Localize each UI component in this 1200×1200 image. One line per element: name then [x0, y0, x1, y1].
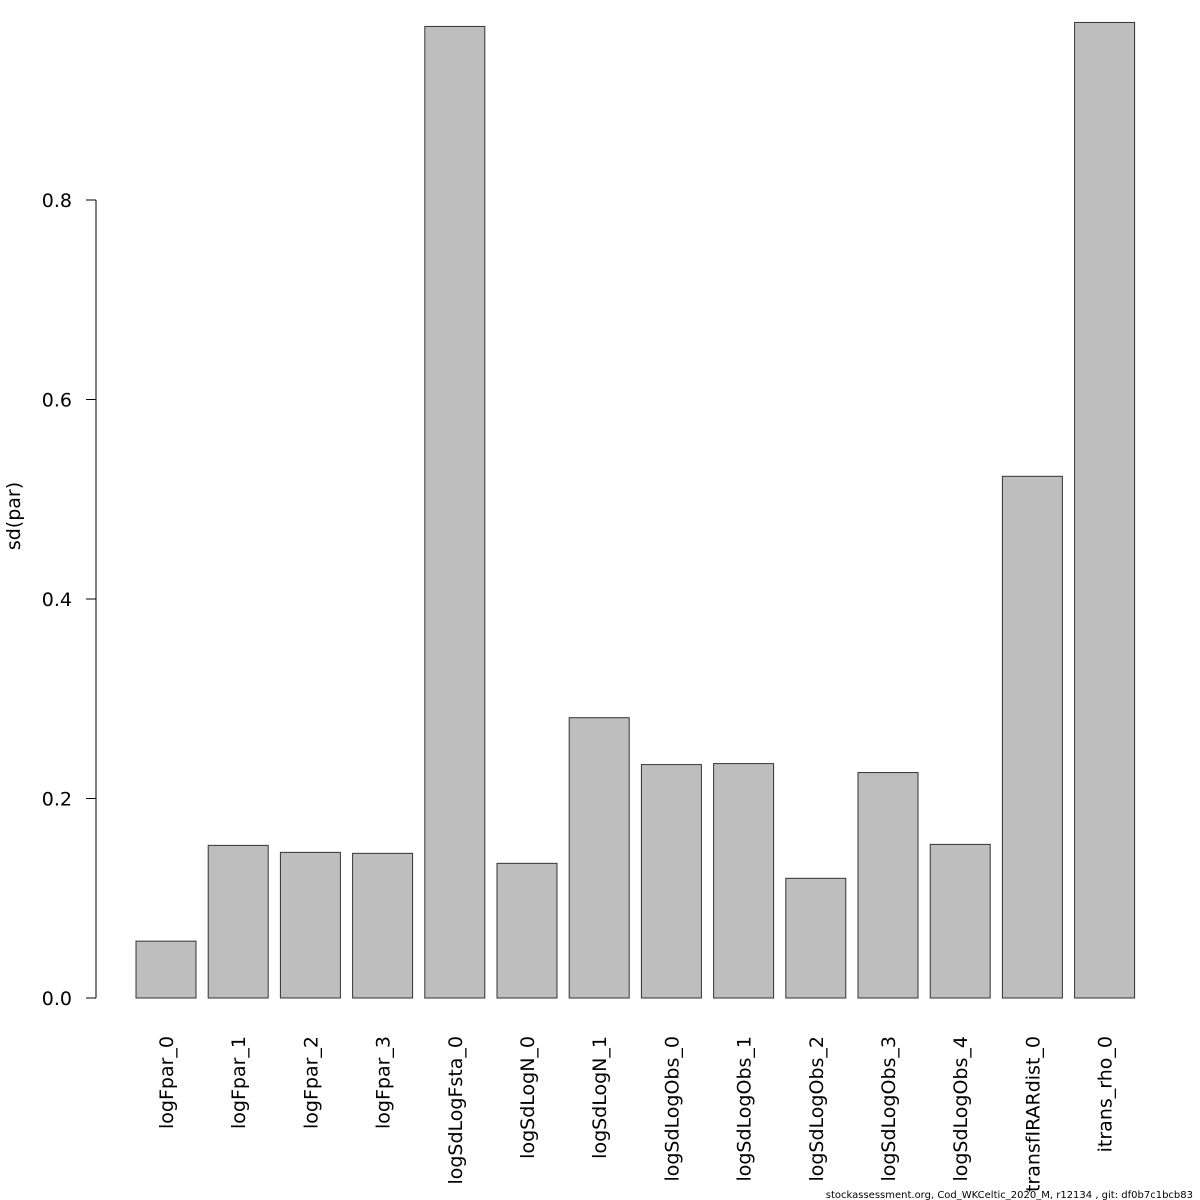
bar-logFpar_2 [279, 851, 341, 999]
y-tick-label: 0.8 [42, 190, 72, 212]
bar-logSdLogObs_1 [713, 763, 775, 999]
bar-itrans_rho_0 [1074, 21, 1136, 999]
footer-note: stockassessment.org, Cod_WKCeltic_2020_M… [826, 1190, 1193, 1200]
bar-logSdLogN_0 [496, 862, 558, 999]
bar-transfIRARdist_0 [1001, 475, 1063, 999]
category-label: logSdLogObs_2 [806, 1036, 828, 1182]
bar-logFpar_3 [352, 852, 414, 999]
y-tick-label: 0.6 [42, 390, 72, 412]
bar-logSdLogObs_4 [929, 843, 991, 999]
bar-logSdLogFsta_0 [424, 25, 486, 999]
category-label: logSdLogObs_3 [878, 1036, 900, 1182]
bar-logSdLogObs_2 [785, 877, 847, 999]
bar-logFpar_1 [207, 844, 269, 999]
category-label: logFpar_2 [300, 1036, 322, 1129]
bars [135, 21, 1136, 999]
category-label: itrans_rho_0 [1095, 1036, 1117, 1152]
category-label: logFpar_0 [156, 1036, 178, 1129]
category-label: logSdLogObs_1 [734, 1036, 756, 1182]
bar-logSdLogN_1 [568, 717, 630, 999]
y-axis-title: sd(par) [3, 482, 25, 550]
bar-logSdLogObs_3 [857, 772, 919, 999]
category-labels: logFpar_0 logFpar_1 logFpar_2 logFpar_3 logS… [156, 1036, 1117, 1192]
category-label: transfIRARdist_0 [1022, 1036, 1044, 1192]
bar-logFpar_0 [135, 940, 197, 999]
bar-logSdLogObs_0 [640, 764, 702, 999]
category-label: logSdLogObs_4 [950, 1036, 972, 1182]
category-label: logSdLogN_0 [517, 1036, 539, 1159]
y-tick-label: 0.4 [42, 589, 72, 611]
y-tick-label: 0.0 [42, 988, 72, 1010]
y-tick-label: 0.2 [42, 789, 72, 811]
category-label: logFpar_3 [373, 1036, 395, 1129]
category-label: logSdLogN_1 [589, 1036, 611, 1159]
category-label: logFpar_1 [228, 1036, 250, 1129]
category-label: logSdLogFsta_0 [445, 1036, 467, 1185]
category-label: logSdLogObs_0 [661, 1036, 683, 1182]
y-axis: 0.0 0.2 0.4 0.6 0.8 [42, 190, 97, 1010]
